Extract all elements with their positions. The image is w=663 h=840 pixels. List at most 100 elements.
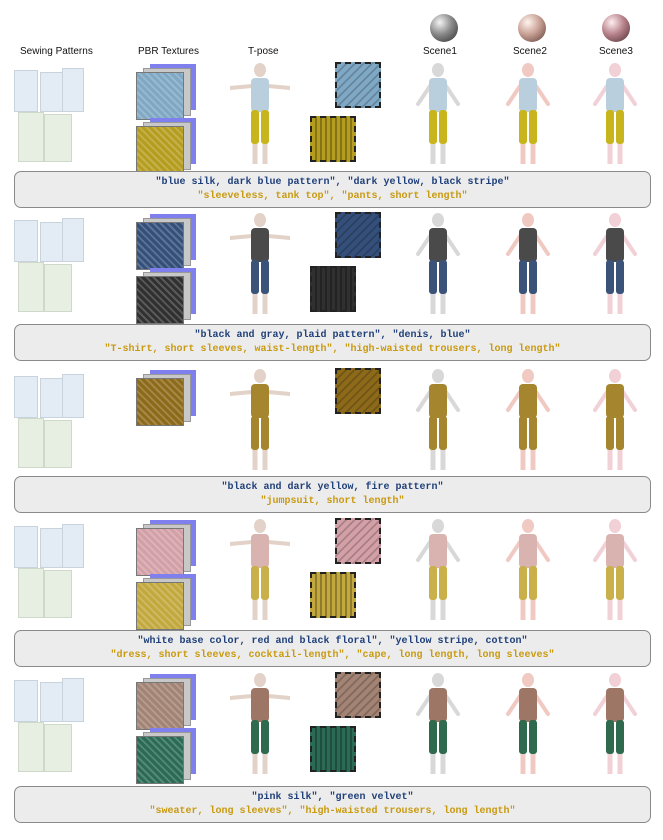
scene2-avatar-wrap xyxy=(498,210,558,324)
scene3-avatar xyxy=(593,673,637,774)
scene1-avatar-wrap xyxy=(408,670,468,784)
texture-prompt: "pink silk", "green velvet" xyxy=(251,792,414,803)
texture-swatch-bottom xyxy=(310,266,356,312)
scene2-avatar-wrap xyxy=(498,516,558,630)
scene3-avatar-wrap xyxy=(585,366,645,480)
scene2-avatar-wrap xyxy=(498,366,558,480)
pbr-texture-top xyxy=(136,378,184,426)
header-sewing-patterns: Sewing Patterns xyxy=(20,46,93,57)
texture-swatch-top xyxy=(335,212,381,258)
sewing-pattern-piece xyxy=(62,678,84,722)
sewing-pattern-piece xyxy=(40,72,64,112)
texture-prompt: "white base color, red and black floral"… xyxy=(137,636,528,647)
sewing-pattern-piece xyxy=(44,114,72,162)
sample-row: "black and dark yellow, fire pattern" "ju… xyxy=(0,366,663,516)
sewing-pattern-piece xyxy=(18,262,44,312)
scene3-avatar xyxy=(593,519,637,620)
sewing-pattern-piece xyxy=(14,526,38,568)
texture-swatch-bottom xyxy=(310,116,356,162)
pbr-texture-bottom xyxy=(136,126,184,174)
t-pose-figure xyxy=(228,516,292,630)
sample-row: "pink silk", "green velvet" "sweater, lon… xyxy=(0,670,663,826)
pbr-texture-bottom xyxy=(136,276,184,324)
t-pose-figure xyxy=(228,210,292,324)
texture-prompt: "black and gray, plaid pattern", "denis,… xyxy=(194,330,471,341)
garment-prompt: "T-shirt, short sleeves, waist-length", … xyxy=(104,344,561,355)
texture-swatch-bottom xyxy=(310,572,356,618)
sewing-pattern-piece xyxy=(40,528,64,568)
sewing-pattern-piece xyxy=(44,264,72,312)
sewing-pattern-piece xyxy=(14,680,38,722)
scene1-avatar-wrap xyxy=(408,516,468,630)
scene3-avatar-wrap xyxy=(585,210,645,324)
scene1-avatar xyxy=(416,63,460,164)
t-pose-figure xyxy=(228,670,292,784)
prompt-caption: "pink silk", "green velvet" "sweater, lon… xyxy=(14,786,651,823)
sewing-pattern-piece xyxy=(62,524,84,568)
header-scene3: Scene3 xyxy=(599,46,633,57)
header-pbr-textures: PBR Textures xyxy=(138,46,199,57)
scene3-avatar xyxy=(593,63,637,164)
scene2-avatar xyxy=(506,673,550,774)
header-t-pose: T-pose xyxy=(248,46,279,57)
t-pose-avatar xyxy=(228,519,292,620)
scene1-avatar xyxy=(416,369,460,470)
sewing-pattern-piece xyxy=(40,222,64,262)
sewing-pattern-piece xyxy=(14,70,38,112)
sewing-pattern-piece xyxy=(14,220,38,262)
scene2-avatar xyxy=(506,213,550,314)
scene3-lighting-sphere xyxy=(602,14,630,42)
texture-swatch-top xyxy=(335,672,381,718)
pbr-texture-top xyxy=(136,528,184,576)
header-scene2: Scene2 xyxy=(513,46,547,57)
prompt-caption: "white base color, red and black floral"… xyxy=(14,630,651,667)
scene3-avatar-wrap xyxy=(585,60,645,174)
sewing-pattern-piece xyxy=(40,378,64,418)
sewing-pattern-piece xyxy=(18,722,44,772)
scene1-lighting-sphere xyxy=(430,14,458,42)
texture-prompt: "blue silk, dark blue pattern", "dark ye… xyxy=(155,177,510,188)
scene1-avatar xyxy=(416,519,460,620)
sewing-pattern-piece xyxy=(44,724,72,772)
pbr-texture-top xyxy=(136,682,184,730)
header-scene1: Scene1 xyxy=(423,46,457,57)
scene2-avatar-wrap xyxy=(498,670,558,784)
texture-prompt: "black and dark yellow, fire pattern" xyxy=(221,482,444,493)
garment-prompt: "sleeveless, tank top", "pants, short le… xyxy=(197,191,468,202)
sewing-pattern-piece xyxy=(44,570,72,618)
t-pose-avatar xyxy=(228,673,292,774)
t-pose-avatar xyxy=(228,213,292,314)
sample-row: "white base color, red and black floral"… xyxy=(0,516,663,670)
sewing-pattern-piece xyxy=(62,218,84,262)
scene3-avatar xyxy=(593,213,637,314)
texture-swatch-top xyxy=(335,368,381,414)
t-pose-avatar xyxy=(228,63,292,164)
scene2-avatar xyxy=(506,369,550,470)
sewing-pattern-piece xyxy=(40,682,64,722)
sample-row: "black and gray, plaid pattern", "denis,… xyxy=(0,210,663,364)
garment-prompt: "sweater, long sleeves", "high-waisted t… xyxy=(149,806,516,817)
prompt-caption: "black and dark yellow, fire pattern" "ju… xyxy=(14,476,651,513)
t-pose-figure xyxy=(228,366,292,480)
pbr-texture-bottom xyxy=(136,736,184,784)
scene3-avatar-wrap xyxy=(585,670,645,784)
texture-swatch-top xyxy=(335,62,381,108)
scene2-avatar xyxy=(506,519,550,620)
prompt-caption: "black and gray, plaid pattern", "denis,… xyxy=(14,324,651,361)
sewing-pattern-piece xyxy=(18,418,44,468)
pbr-texture-bottom xyxy=(136,582,184,630)
scene1-avatar-wrap xyxy=(408,210,468,324)
scene1-avatar-wrap xyxy=(408,366,468,480)
sewing-pattern-piece xyxy=(18,568,44,618)
scene1-avatar xyxy=(416,673,460,774)
scene3-avatar-wrap xyxy=(585,516,645,630)
t-pose-figure xyxy=(228,60,292,174)
pbr-texture-top xyxy=(136,222,184,270)
sewing-pattern-piece xyxy=(14,376,38,418)
scene1-avatar xyxy=(416,213,460,314)
scene2-lighting-sphere xyxy=(518,14,546,42)
scene3-avatar xyxy=(593,369,637,470)
scene2-avatar-wrap xyxy=(498,60,558,174)
scene2-avatar xyxy=(506,63,550,164)
t-pose-avatar xyxy=(228,369,292,470)
